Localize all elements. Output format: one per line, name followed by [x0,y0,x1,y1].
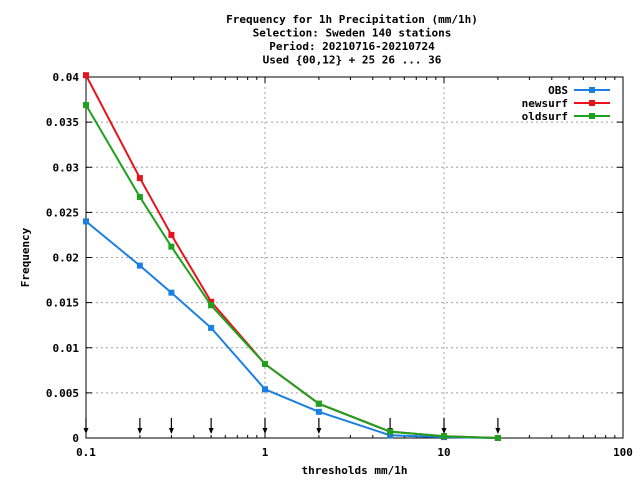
legend-label: OBS [548,84,568,97]
data-point-oldsurf [208,302,215,309]
y-axis-ticks: 0 0.005 0.01 0.015 0.02 0.025 0.03 0.035 0.04 [46,71,623,445]
legend-label: newsurf [522,97,568,110]
threshold-arrow-head [208,428,214,434]
data-point-oldsurf [136,194,143,201]
threshold-arrow [137,418,143,434]
threshold-arrow [441,418,447,434]
threshold-arrow [316,418,322,434]
y-tick-label: 0.005 [46,387,79,400]
grid-lines [86,77,623,438]
x-tick-label: 100 [613,446,633,459]
title-line: Used {00,12} + 25 26 ... 36 [263,54,442,67]
x-tick-label: 10 [437,446,450,459]
y-tick-label: 0.035 [46,116,79,129]
threshold-arrow [208,418,214,434]
threshold-arrow-head [316,428,322,434]
y-tick-label: 0.01 [53,342,80,355]
data-point-oldsurf [441,433,447,440]
threshold-arrow-head [262,428,268,434]
data-point-oldsurf [83,101,89,108]
x-axis-ticks: 0.1 1 10 100 [76,77,633,459]
threshold-arrow-head [495,428,501,434]
threshold-arrows [83,418,501,434]
threshold-arrow-head [441,428,447,434]
y-tick-label: 0.03 [53,161,80,174]
data-point-oldsurf [494,435,501,441]
y-tick-label: 0.04 [53,71,80,84]
x-axis-label: thresholds mm/1h [302,464,408,477]
legend-marker-OBS [589,87,595,93]
y-tick-label: 0.015 [46,297,79,310]
y-axis-label: Frequency [19,227,32,287]
threshold-arrow [495,418,501,434]
threshold-arrow [262,418,268,434]
data-series [83,72,501,441]
title-line: Selection: Sweden 140 stations [253,27,452,40]
data-point-OBS [168,289,175,296]
data-point-OBS [262,386,268,393]
chart-title: Frequency for 1h Precipitation (mm/1h)Se… [226,13,478,67]
data-point-newsurf [168,231,175,238]
y-tick-label: 0.025 [46,206,79,219]
data-point-OBS [136,262,143,269]
series-newsurf [83,72,501,441]
x-tick-label: 0.1 [76,446,96,459]
threshold-arrow-head [137,428,143,434]
data-point-OBS [208,324,215,331]
x-tick-label: 1 [262,446,269,459]
legend-marker-newsurf [589,100,595,106]
data-point-OBS [83,218,89,225]
data-point-OBS [315,408,322,415]
y-tick-label: 0.02 [53,252,80,265]
legend-marker-oldsurf [589,113,595,119]
title-line: Frequency for 1h Precipitation (mm/1h) [226,13,478,26]
series-oldsurf [83,101,501,441]
legend-label: oldsurf [522,110,568,123]
threshold-arrow [83,418,89,434]
data-point-newsurf [136,175,143,182]
data-point-newsurf [208,298,215,305]
data-point-oldsurf [168,243,175,250]
data-point-oldsurf [315,400,322,407]
series-line-OBS [85,220,498,439]
y-tick-label: 0 [72,432,79,445]
data-point-oldsurf [262,360,268,367]
threshold-arrow-head [83,428,89,434]
data-point-oldsurf [387,428,394,435]
threshold-arrow [168,418,174,434]
data-point-OBS [387,432,394,439]
series-OBS [83,218,501,441]
threshold-arrow-head [168,428,174,434]
data-point-newsurf [83,72,89,79]
title-line: Period: 20210716-20210724 [269,40,435,53]
